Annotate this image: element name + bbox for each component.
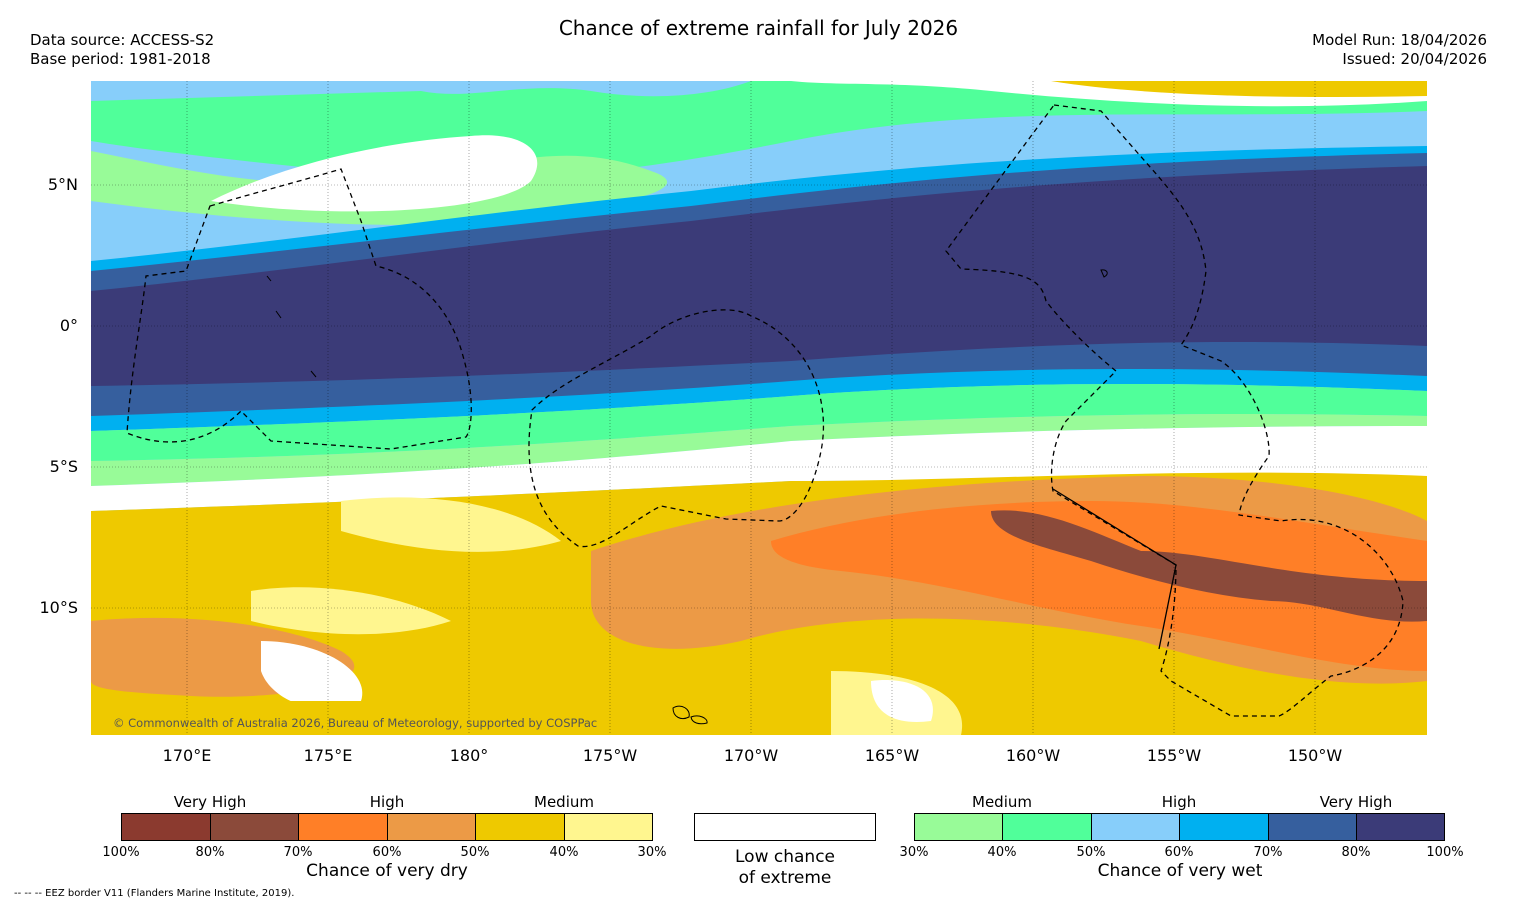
dry-band-very-high — [991, 510, 1427, 622]
lat-label-5n: 5°N — [47, 175, 78, 194]
wet-swatch-3 — [1091, 813, 1180, 841]
lon-label-160w: 160°W — [1005, 746, 1061, 765]
lat-label-5s: 5°S — [49, 457, 78, 476]
dry-legend-very-high-label: Very High — [173, 793, 247, 811]
wet-band-high-north-top — [91, 81, 751, 101]
lat-label-0: 0° — [59, 316, 78, 335]
dry-tick: 70% — [283, 845, 313, 860]
low-chance-north — [211, 135, 538, 212]
dry-swatch-1 — [121, 813, 211, 841]
lon-label-180: 180° — [449, 746, 489, 765]
dry-tick: 80% — [195, 845, 225, 860]
lon-label-165w: 165°W — [864, 746, 920, 765]
low-chance-patch-1 — [261, 641, 363, 710]
dry-legend-medium-label: Medium — [534, 793, 594, 811]
wet-legend-title: Chance of very wet — [1097, 861, 1263, 881]
eez-borders — [126, 104, 1404, 717]
dry-tick: 60% — [372, 845, 402, 860]
wet-swatch-2 — [1002, 813, 1092, 841]
low-chance-swatch — [694, 813, 876, 841]
dry-swatch-5 — [475, 813, 565, 841]
low-chance-label-line2: of extreme — [738, 868, 832, 888]
copyright-text: © Commonwealth of Australia 2026, Bureau… — [113, 716, 597, 730]
wet-tick: 30% — [899, 845, 929, 860]
dry-band-light-1 — [341, 497, 561, 552]
wet-tick: 70% — [1253, 845, 1283, 860]
dry-legend-title: Chance of very dry — [306, 861, 468, 881]
wet-swatch-4 — [1179, 813, 1269, 841]
wet-swatch-5 — [1268, 813, 1357, 841]
lon-label-155w: 155°W — [1146, 746, 1202, 765]
dry-legend-high-label: High — [369, 793, 405, 811]
wet-band-light-south — [91, 414, 1427, 486]
wet-tick: 40% — [987, 845, 1017, 860]
eez-footnote: -- -- -- EEZ border V11 (Flanders Marine… — [14, 888, 295, 899]
model-run-text: Model Run: 18/04/2026 — [1312, 31, 1487, 49]
lon-label-175e: 175°E — [303, 746, 353, 765]
dry-swatch-4 — [387, 813, 476, 841]
dry-tick: 40% — [549, 845, 579, 860]
lon-label-170e: 170°E — [162, 746, 212, 765]
rainfall-map: © Commonwealth of Australia 2026, Bureau… — [91, 81, 1427, 735]
wet-legend-medium-label: Medium — [972, 793, 1032, 811]
wet-legend-high-label: High — [1161, 793, 1197, 811]
wet-tick: 100% — [1426, 845, 1464, 860]
wet-band-medium-south — [91, 384, 1427, 461]
wet-swatch-6 — [1356, 813, 1445, 841]
low-chance-patch-2 — [871, 680, 933, 722]
low-chance-label-line1: Low chance — [735, 847, 835, 867]
dry-swatch-3 — [298, 813, 388, 841]
dry-band-light-2 — [251, 587, 451, 635]
wet-tick: 50% — [1076, 845, 1106, 860]
wet-tick: 60% — [1164, 845, 1194, 860]
islands — [266, 269, 1108, 725]
dry-swatch-6 — [564, 813, 653, 841]
data-source-text: Data source: ACCESS-S2 — [30, 31, 215, 49]
wet-band-very-high-core — [91, 166, 1427, 386]
dry-band-bottom — [91, 701, 791, 735]
lon-label-175w: 175°W — [582, 746, 638, 765]
dry-tick: 100% — [102, 845, 140, 860]
map-title: Chance of extreme rainfall for July 2026 — [558, 16, 959, 40]
international-boundary-line — [1052, 488, 1177, 650]
wet-legend-very-high-label: Very High — [1319, 793, 1393, 811]
dry-band-north-right — [1051, 81, 1427, 98]
wet-tick: 80% — [1341, 845, 1371, 860]
dry-band-high-core — [771, 501, 1427, 671]
issued-date-text: Issued: 20/04/2026 — [1342, 50, 1487, 68]
graticule — [91, 81, 1427, 735]
dry-swatch-2 — [210, 813, 299, 841]
lon-label-170w: 170°W — [723, 746, 779, 765]
lat-label-10s: 10°S — [39, 598, 78, 617]
dry-tick: 30% — [637, 845, 667, 860]
wet-swatch-1 — [914, 813, 1003, 841]
low-chance-equatorial — [91, 426, 1427, 511]
lon-label-150w: 150°W — [1287, 746, 1343, 765]
base-period-text: Base period: 1981-2018 — [30, 50, 211, 68]
dry-tick: 50% — [460, 845, 490, 860]
